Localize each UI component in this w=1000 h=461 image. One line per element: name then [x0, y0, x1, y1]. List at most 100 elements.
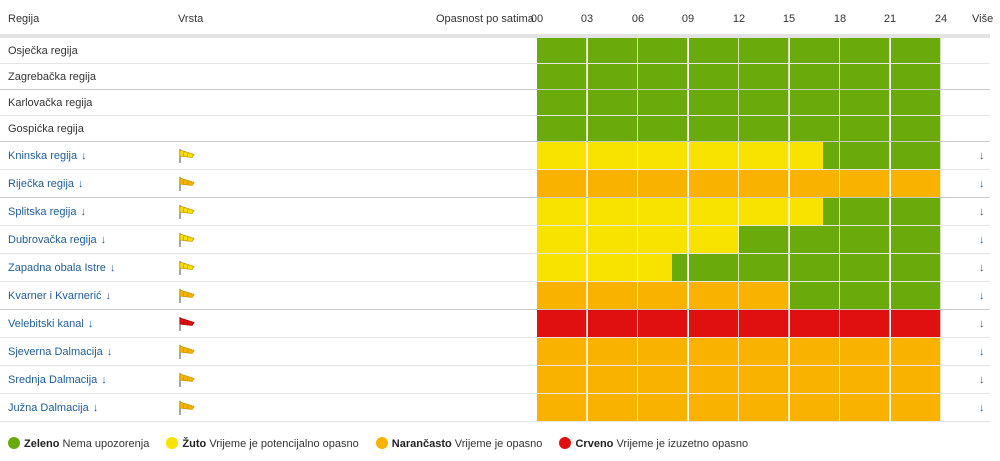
hour-cell-orange	[553, 170, 571, 198]
hour-cell-green	[907, 142, 925, 170]
hour-cell-green	[856, 90, 874, 116]
hour-cell-green	[873, 90, 891, 116]
arrow-down-icon[interactable]: ↓	[80, 205, 86, 218]
hour-cell-orange	[789, 366, 807, 394]
hour-cell-green	[873, 198, 891, 226]
hour-cell-green	[856, 64, 874, 90]
hour-cell-orange	[856, 394, 874, 422]
arrow-down-icon[interactable]: ↓	[106, 345, 113, 358]
hour-tick: 18	[833, 13, 847, 25]
hour-cell-orange	[587, 338, 605, 366]
hour-cell-orange	[553, 338, 571, 366]
table-row[interactable]: Kninska regija ↓ ↓	[0, 142, 990, 170]
hour-cell-orange	[806, 394, 824, 422]
hour-cell-orange	[924, 366, 941, 394]
table-row[interactable]: Zapadna obala Istre ↓ ↓	[0, 254, 990, 282]
region-name[interactable]: Riječka regija ↓	[8, 177, 84, 190]
arrow-down-icon[interactable]: ↓	[81, 149, 87, 162]
table-row[interactable]: Srednja Dalmacija ↓ ↓	[0, 366, 990, 394]
hour-cell-green	[755, 64, 773, 90]
hour-tick: 12	[732, 13, 746, 25]
hour-cell-yellow	[671, 198, 689, 226]
more-arrow-down-icon[interactable]: ↓	[979, 289, 985, 302]
hour-tick: 06	[631, 13, 645, 25]
hour-cell-green	[907, 38, 925, 64]
hour-cell-green	[722, 254, 739, 282]
hour-cell-orange	[806, 338, 824, 366]
arrow-down-icon[interactable]: ↓	[109, 261, 116, 274]
hour-cell-green	[840, 226, 857, 254]
hour-cell-orange	[890, 366, 908, 394]
table-row[interactable]: Sjeverna Dalmacija ↓ ↓	[0, 338, 990, 366]
region-name[interactable]: Zapadna obala Istre ↓	[8, 261, 116, 274]
region-name[interactable]: Južna Dalmacija ↓	[8, 401, 99, 414]
hour-cell-orange	[587, 282, 605, 310]
region-name[interactable]: Srednja Dalmacija ↓	[8, 373, 107, 386]
hour-cell-orange	[671, 338, 689, 366]
more-arrow-down-icon[interactable]: ↓	[979, 317, 985, 330]
hour-cell-yellow	[537, 226, 554, 254]
hour-cell-orange	[840, 394, 857, 422]
hour-cell-yellow	[688, 226, 706, 254]
hour-cell-green	[823, 64, 840, 90]
hour-cell-orange	[924, 338, 941, 366]
hour-cell-green	[924, 282, 941, 310]
legend-item-green: Zeleno Nema upozorenja	[8, 437, 149, 450]
hour-cell-orange	[604, 366, 622, 394]
hour-cell-yellow	[604, 198, 622, 226]
hour-cell-green	[856, 116, 874, 142]
hour-cell-orange	[537, 394, 554, 422]
hour-cell-orange	[705, 282, 723, 310]
table-row[interactable]: Velebitski kanal ↓ ↓	[0, 310, 990, 338]
more-arrow-down-icon[interactable]: ↓	[979, 233, 985, 246]
region-name[interactable]: Kninska regija ↓	[8, 149, 87, 162]
hour-cell-orange	[873, 366, 891, 394]
hour-tick: 09	[681, 13, 695, 25]
region-name[interactable]: Kvarner i Kvarnerić ↓	[8, 289, 112, 302]
hour-cell-red	[654, 310, 672, 338]
more-arrow-down-icon[interactable]: ↓	[979, 345, 985, 358]
arrow-down-icon[interactable]: ↓	[92, 401, 99, 414]
arrow-down-icon[interactable]: ↓	[87, 317, 94, 330]
table-row[interactable]: Dubrovačka regija ↓ ↓	[0, 226, 990, 254]
region-name[interactable]: Sjeverna Dalmacija ↓	[8, 345, 113, 358]
arrow-down-icon[interactable]: ↓	[78, 177, 84, 190]
hour-cell-red	[907, 310, 925, 338]
table-row[interactable]: Kvarner i Kvarnerić ↓ ↓	[0, 282, 990, 310]
yellow-dot-icon	[166, 437, 179, 449]
hour-cell-green	[806, 282, 824, 310]
more-arrow-down-icon[interactable]: ↓	[979, 177, 985, 190]
more-arrow-down-icon[interactable]: ↓	[979, 373, 985, 386]
hour-cell-red	[890, 310, 908, 338]
more-arrow-down-icon[interactable]: ↓	[979, 401, 985, 414]
hour-cell-green	[840, 254, 857, 282]
header-divider	[0, 34, 990, 38]
hour-cell-green	[621, 38, 638, 64]
hour-cell-green	[907, 226, 925, 254]
arrow-down-icon[interactable]: ↓	[100, 233, 107, 246]
region-name[interactable]: Velebitski kanal ↓	[8, 317, 94, 330]
hour-cell-green	[553, 116, 571, 142]
hour-cell-orange	[671, 170, 689, 198]
hour-cell-yellow	[789, 142, 807, 170]
row-divider	[0, 253, 990, 254]
hour-cell-yellow	[621, 254, 638, 282]
table-row[interactable]: Splitska regija ↓ ↓	[0, 198, 990, 226]
hour-cell-orange	[638, 394, 655, 422]
more-arrow-down-icon[interactable]: ↓	[979, 205, 985, 218]
region-name[interactable]: Dubrovačka regija ↓	[8, 233, 107, 246]
more-arrow-down-icon[interactable]: ↓	[979, 261, 985, 274]
region-name[interactable]: Splitska regija ↓	[8, 205, 86, 218]
hour-cell-red	[553, 310, 571, 338]
hour-cell-green	[873, 64, 891, 90]
table-row[interactable]: Južna Dalmacija ↓ ↓	[0, 394, 990, 422]
table-row[interactable]: Riječka regija ↓ ↓	[0, 170, 990, 198]
arrow-down-icon[interactable]: ↓	[105, 289, 112, 302]
arrow-down-icon[interactable]: ↓	[101, 373, 107, 386]
hour-cell-green	[772, 38, 790, 64]
row-divider	[0, 281, 990, 282]
more-arrow-down-icon[interactable]: ↓	[979, 149, 985, 162]
row-divider	[0, 63, 990, 64]
hour-cell-yellow	[537, 198, 554, 226]
hour-cell-green	[570, 38, 588, 64]
